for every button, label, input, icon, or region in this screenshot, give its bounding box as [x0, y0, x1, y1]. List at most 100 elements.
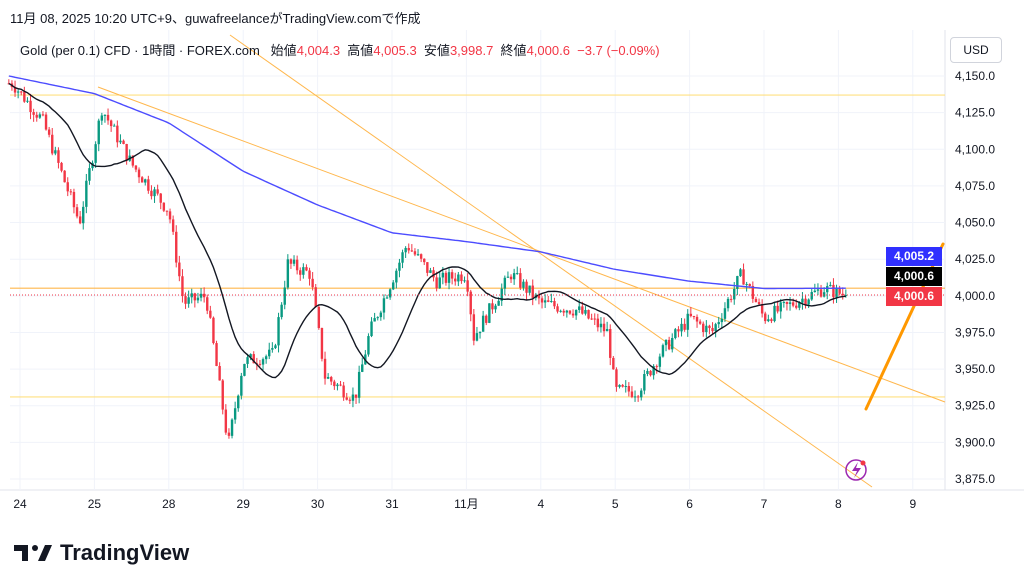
candle-body	[509, 276, 513, 280]
candle-body	[599, 323, 603, 328]
candle-body	[717, 322, 720, 325]
candle-body	[844, 294, 848, 296]
ma200-price-label: 4,005.2	[886, 247, 942, 266]
candle-body	[760, 304, 764, 314]
ma200-line	[8, 75, 846, 290]
candle-body	[736, 276, 739, 289]
candle-body	[522, 281, 525, 288]
candle-body	[705, 325, 708, 333]
candle-body	[835, 287, 838, 298]
candle-body	[466, 280, 469, 292]
candle-body	[773, 305, 776, 322]
lightning-bolt	[852, 462, 861, 478]
candle-body	[519, 273, 522, 288]
trend-line-steep	[229, 34, 873, 488]
candle-body	[159, 193, 162, 203]
candle-body	[348, 399, 352, 401]
open-value: 4,004.3	[296, 43, 341, 58]
candle-body	[503, 277, 507, 289]
candle-body	[16, 91, 20, 93]
candle-body	[113, 125, 116, 127]
candle-body	[75, 207, 79, 217]
x-tick-label: 24	[13, 497, 27, 511]
candle-body	[147, 179, 150, 191]
y-tick-label: 4,000.0	[955, 289, 995, 303]
candle-body	[779, 302, 782, 312]
candle-body	[841, 293, 844, 296]
candle-body	[547, 300, 550, 302]
candle-body	[686, 313, 689, 330]
candle-body	[562, 310, 565, 313]
candle-body	[708, 325, 711, 329]
candle-body	[190, 293, 193, 298]
candle-body	[308, 270, 311, 279]
candle-body	[540, 298, 544, 303]
candle-body	[119, 140, 122, 143]
candle-body	[612, 357, 615, 370]
candle-body	[813, 290, 817, 293]
candle-body	[181, 276, 184, 297]
candle-body	[125, 144, 128, 161]
candle-body	[633, 396, 637, 398]
candle-body	[587, 309, 590, 319]
candle-body	[264, 356, 268, 360]
candle-body	[221, 380, 224, 410]
candle-body	[767, 319, 770, 322]
candle-body	[292, 259, 296, 264]
candle-body	[69, 191, 73, 193]
candle-body	[822, 292, 826, 297]
low-value: 3,998.7	[449, 43, 494, 58]
candle-body	[745, 284, 748, 286]
symbol-name: Gold (per 0.1) CFD · 1時間 · FOREX.com	[20, 43, 260, 58]
candle-body	[667, 339, 671, 350]
candle-body	[283, 287, 286, 305]
x-tick-label: 4	[537, 497, 544, 511]
candle-body	[398, 262, 401, 271]
candle-body	[271, 348, 274, 350]
y-tick-label: 3,925.0	[955, 399, 995, 413]
currency-button[interactable]: USD	[950, 37, 1002, 63]
candle-body	[131, 155, 135, 166]
candle-body	[388, 289, 392, 298]
candle-body	[649, 370, 652, 376]
lightning-icon[interactable]	[845, 459, 867, 481]
candle-body	[367, 336, 370, 355]
candle-body	[351, 394, 355, 401]
ma20-price-label: 4,000.6	[886, 267, 942, 286]
close-value: 4,000.6	[526, 43, 570, 58]
candle-body	[103, 114, 107, 116]
candle-body	[376, 317, 379, 319]
candle-body	[729, 298, 733, 300]
candle-body	[450, 272, 454, 279]
candle-body	[742, 269, 745, 285]
y-tick-label: 4,025.0	[955, 252, 995, 266]
candle-body	[574, 309, 578, 316]
candle-body	[593, 318, 596, 320]
x-tick-label: 25	[88, 497, 102, 511]
candle-body	[32, 112, 35, 115]
candle-body	[35, 114, 38, 118]
candle-body	[791, 302, 795, 306]
candle-body	[240, 375, 243, 396]
candle-body	[435, 277, 438, 289]
high-label: 高値	[347, 43, 374, 58]
candle-body	[320, 327, 324, 359]
candle-body	[512, 273, 516, 280]
last-price-label: 4,000.6	[886, 287, 942, 306]
candle-body	[57, 150, 60, 163]
candle-body	[677, 329, 680, 332]
candle-body	[664, 339, 668, 346]
candle-body	[652, 366, 655, 376]
candle-body	[497, 300, 500, 306]
high-value: 4,005.3	[373, 43, 417, 58]
candle-body	[370, 321, 373, 337]
x-tick-label: 31	[385, 497, 399, 511]
candle-body	[463, 280, 466, 282]
candle-body	[261, 359, 265, 365]
candle-body	[212, 317, 215, 344]
candle-body	[711, 328, 714, 332]
candle-body	[100, 115, 104, 121]
candle-body	[215, 343, 218, 367]
tradingview-logo[interactable]: TradingView	[14, 540, 189, 566]
